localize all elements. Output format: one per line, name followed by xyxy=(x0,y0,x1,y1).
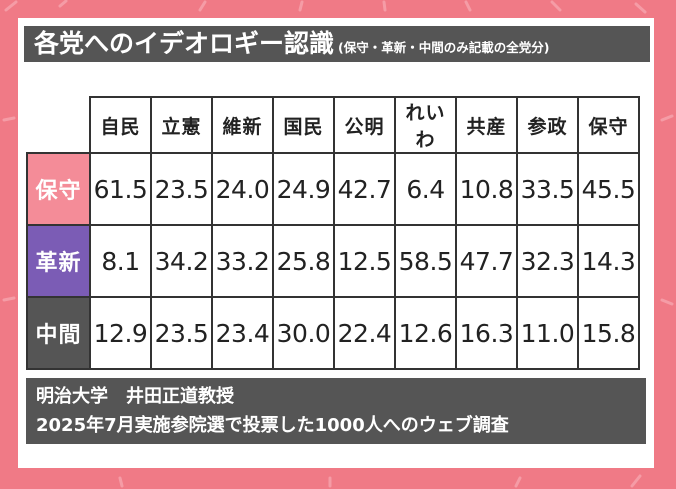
value-cell: 23.5 xyxy=(150,152,213,226)
value-cell: 22.4 xyxy=(333,296,396,370)
chart-title: 各党へのイデオロギー認識 xyxy=(34,29,335,58)
value-cell: 11.0 xyxy=(516,296,579,370)
party-header-kokumin: 国民 xyxy=(272,96,335,154)
source-caption: 明治大学 井田正道教授 2025年7月実施参院選で投票した1000人へのウェブ調… xyxy=(26,378,646,444)
row-label-conservative: 保守 xyxy=(26,152,91,226)
party-header-rikken: 立憲 xyxy=(150,96,213,154)
value-cell: 33.5 xyxy=(516,152,579,226)
value-cell: 10.8 xyxy=(455,152,518,226)
table-row-centrist: 中間 12.9 23.5 23.4 30.0 22.4 12.6 16.3 11… xyxy=(26,296,640,370)
value-cell: 25.8 xyxy=(272,224,335,298)
party-header-hoshu: 保守 xyxy=(577,96,640,154)
value-cell: 34.2 xyxy=(150,224,213,298)
content-panel: 各党へのイデオロギー認識 (保守・革新・中間のみ記載の全党分) 自民 立憲 維新… xyxy=(18,18,654,468)
value-cell: 32.3 xyxy=(516,224,579,298)
title-bar: 各党へのイデオロギー認識 (保守・革新・中間のみ記載の全党分) xyxy=(24,26,650,62)
value-cell: 24.0 xyxy=(211,152,274,226)
value-cell: 6.4 xyxy=(394,152,457,226)
value-cell: 12.5 xyxy=(333,224,396,298)
party-header-jimin: 自民 xyxy=(89,96,152,154)
table-row-conservative: 保守 61.5 23.5 24.0 24.9 42.7 6.4 10.8 33.… xyxy=(26,152,640,226)
corner-cell xyxy=(27,97,90,153)
value-cell: 15.8 xyxy=(577,296,640,370)
source-line-2: 2025年7月実施参院選で投票した1000人へのウェブ調査 xyxy=(36,415,509,436)
party-header-reiwa: れいわ xyxy=(394,96,457,154)
value-cell: 45.5 xyxy=(577,152,640,226)
table-row-progressive: 革新 8.1 34.2 33.2 25.8 12.5 58.5 47.7 32.… xyxy=(26,224,640,298)
value-cell: 23.4 xyxy=(211,296,274,370)
source-line-1: 明治大学 井田正道教授 xyxy=(36,386,234,407)
value-cell: 23.5 xyxy=(150,296,213,370)
party-header-komei: 公明 xyxy=(333,96,396,154)
header-row: 自民 立憲 維新 国民 公明 れいわ 共産 参政 保守 xyxy=(27,96,640,154)
value-cell: 14.3 xyxy=(577,224,640,298)
value-cell: 30.0 xyxy=(272,296,335,370)
value-cell: 58.5 xyxy=(394,224,457,298)
value-cell: 47.7 xyxy=(455,224,518,298)
chart-subtitle: (保守・革新・中間のみ記載の全党分) xyxy=(338,40,550,55)
value-cell: 12.9 xyxy=(89,296,152,370)
value-cell: 33.2 xyxy=(211,224,274,298)
value-cell: 61.5 xyxy=(89,152,152,226)
value-cell: 24.9 xyxy=(272,152,335,226)
party-header-kyosan: 共産 xyxy=(455,96,518,154)
row-label-progressive: 革新 xyxy=(26,224,91,298)
value-cell: 16.3 xyxy=(455,296,518,370)
party-header-sansei: 参政 xyxy=(516,96,579,154)
party-header-ishin: 維新 xyxy=(211,96,274,154)
value-cell: 8.1 xyxy=(89,224,152,298)
value-cell: 42.7 xyxy=(333,152,396,226)
row-label-centrist: 中間 xyxy=(26,296,91,370)
ideology-table: 自民 立憲 維新 国民 公明 れいわ 共産 参政 保守 保守 61.5 23.5… xyxy=(26,96,640,370)
value-cell: 12.6 xyxy=(394,296,457,370)
